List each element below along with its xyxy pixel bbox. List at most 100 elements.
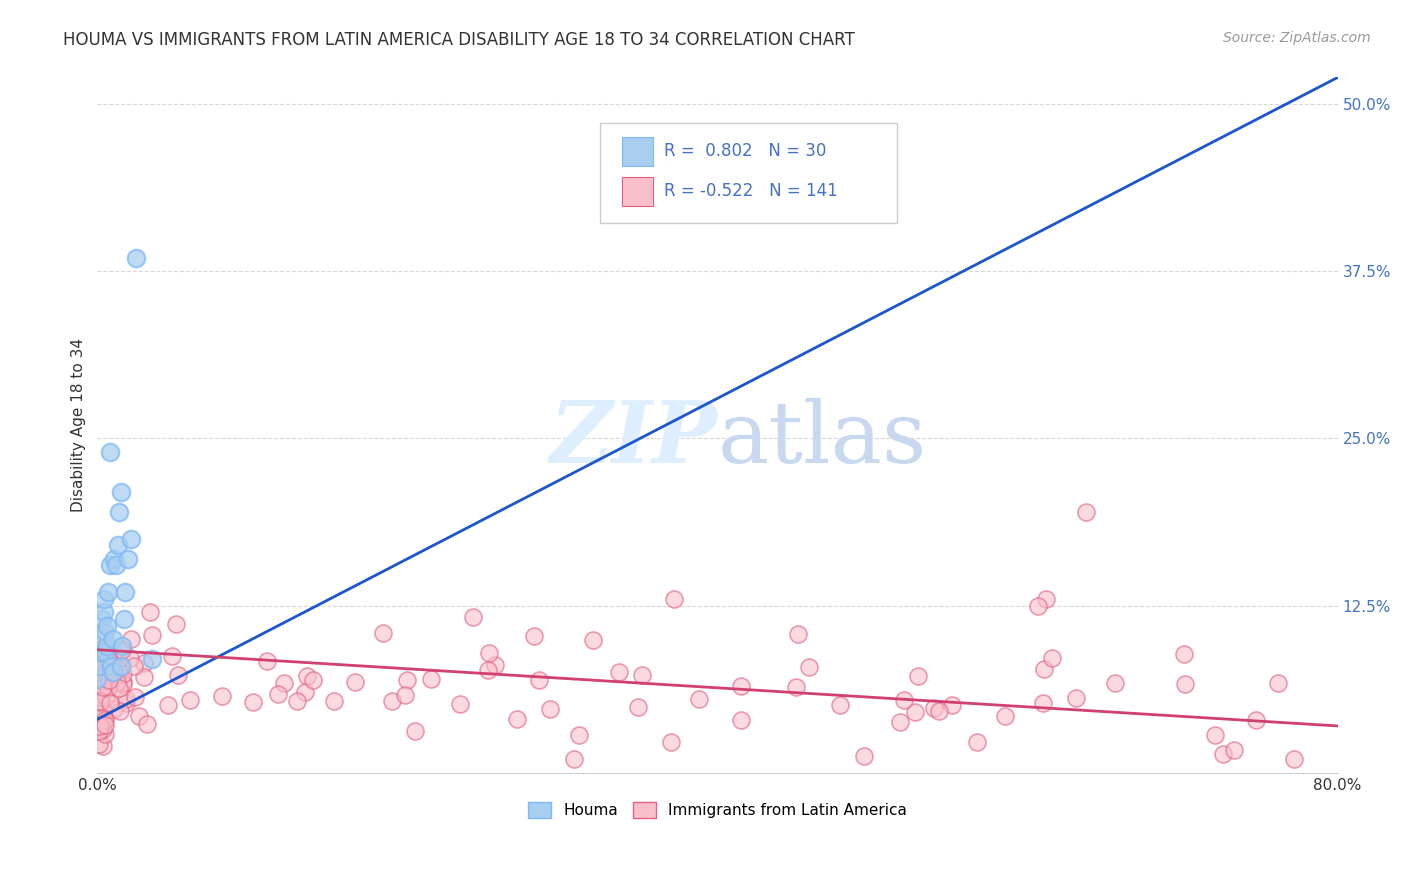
Point [97,674,120,689]
Point [404,723,426,738]
Point [112,675,135,690]
Point [91,703,114,717]
Point [87,672,110,686]
Point [785,680,807,694]
Point [167,668,190,682]
Point [799,659,821,673]
Point [165,616,187,631]
Point [93,668,115,682]
Point [114,585,136,599]
Point [97,647,120,661]
Point [97,673,120,687]
Point [267,687,290,701]
Point [90,695,112,709]
Point [273,675,295,690]
Point [103,551,125,566]
Point [135,717,157,731]
Point [138,605,160,619]
Text: HOUMA VS IMMIGRANTS FROM LATIN AMERICA DISABILITY AGE 18 TO 34 CORRELATION CHART: HOUMA VS IMMIGRANTS FROM LATIN AMERICA D… [63,31,855,49]
Point [96,651,118,665]
Point [294,685,316,699]
Point [295,669,318,683]
Point [904,705,927,719]
Point [994,709,1017,723]
Point [631,667,654,681]
Point [87,663,110,677]
Point [420,672,443,686]
Point [1104,676,1126,690]
Point [1026,599,1049,613]
Point [523,629,546,643]
Point [91,632,114,646]
Point [112,612,135,626]
Point [96,665,118,679]
Point [141,628,163,642]
Point [1066,690,1088,705]
Point [323,694,346,708]
Point [107,681,129,696]
Point [111,677,134,691]
Point [484,657,506,672]
Point [98,558,121,573]
Point [242,695,264,709]
Point [179,692,201,706]
FancyBboxPatch shape [621,177,652,206]
Point [98,445,121,459]
FancyBboxPatch shape [600,122,897,224]
Point [125,251,148,265]
Point [91,714,114,728]
Point [1244,713,1267,727]
Point [100,696,122,710]
Point [97,681,120,695]
Point [89,708,111,723]
Point [105,674,128,689]
Point [1204,728,1226,742]
Point [94,656,117,670]
Point [211,689,233,703]
Text: ZIP: ZIP [550,397,717,481]
Point [371,625,394,640]
Point [89,694,111,708]
Point [101,673,124,687]
Point [110,658,132,673]
Point [87,658,110,673]
Point [93,715,115,730]
Point [828,698,851,712]
Point [89,678,111,692]
Point [86,672,108,686]
Point [1032,662,1054,676]
Point [928,704,950,718]
Point [134,656,156,670]
Point [343,675,366,690]
Point [104,558,127,573]
Point [87,737,110,751]
Point [110,485,132,500]
Point [381,693,404,707]
Point [108,644,131,658]
Point [449,698,471,712]
Legend: Houma, Immigrants from Latin America: Houma, Immigrants from Latin America [522,796,912,824]
Point [1040,650,1063,665]
Point [97,639,120,653]
Point [96,675,118,690]
Point [110,704,132,718]
Point [118,650,141,665]
Point [582,632,605,647]
Point [93,658,115,673]
Point [889,715,911,730]
Point [101,673,124,688]
Point [477,663,499,677]
Point [1282,752,1305,766]
Point [87,723,110,738]
Point [105,674,128,689]
Point [285,693,308,707]
Point [97,673,120,687]
Point [730,679,752,693]
Point [853,749,876,764]
Point [107,538,129,552]
Point [1267,676,1289,690]
Point [1222,743,1244,757]
Y-axis label: Disability Age 18 to 34: Disability Age 18 to 34 [72,338,86,512]
Point [477,646,499,660]
Point [941,698,963,712]
